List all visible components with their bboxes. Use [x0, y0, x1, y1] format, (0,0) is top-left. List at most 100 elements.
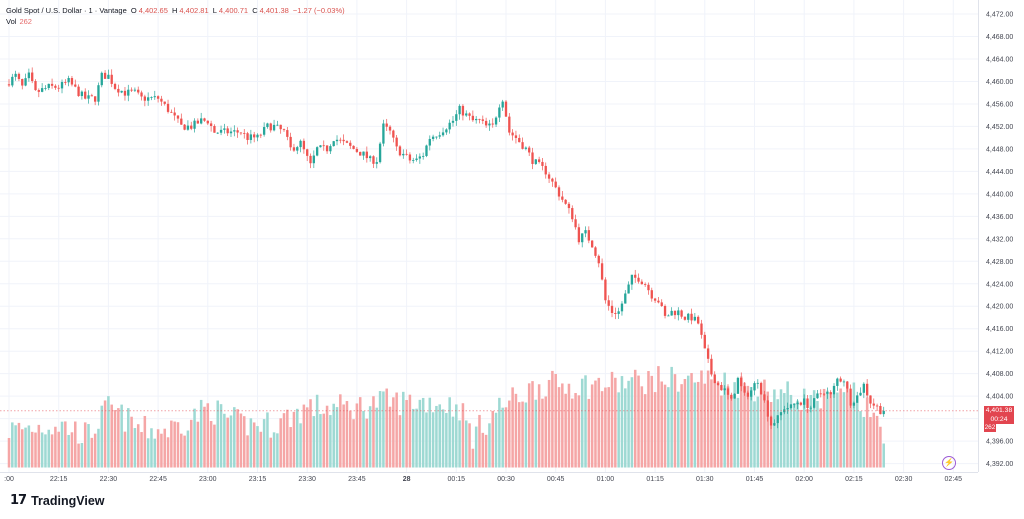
price-tick-label: 4,452.00: [986, 124, 1013, 131]
candle-body: [54, 85, 57, 88]
candle-body: [561, 196, 564, 200]
volume-bar: [130, 416, 133, 468]
candle-body: [47, 83, 50, 89]
volume-bar: [87, 424, 90, 468]
candle-body: [491, 123, 494, 125]
time-tick-label: 02:15: [845, 476, 863, 483]
volume-bar: [653, 392, 657, 468]
volume-bar: [382, 391, 385, 468]
volume-bar: [315, 394, 319, 468]
candle-body: [759, 382, 763, 395]
volume-bar: [855, 402, 859, 468]
volume-bar: [683, 379, 687, 468]
candle-body: [325, 145, 329, 152]
volume-bar: [242, 416, 246, 468]
volume-bar: [329, 415, 332, 468]
candle-body: [508, 116, 511, 133]
volume-bar: [590, 384, 594, 468]
volume-bar: [123, 431, 127, 468]
volume-bar: [127, 408, 130, 468]
volume-bar: [464, 420, 468, 468]
volume-bar: [37, 424, 41, 468]
candle-body: [531, 152, 534, 164]
symbol-title[interactable]: Gold Spot / U.S. Dollar · 1 · Vantage: [6, 6, 127, 15]
tradingview-brand[interactable]: 17 TradingView: [10, 493, 105, 508]
volume-bar: [415, 408, 418, 468]
candle-body: [670, 310, 673, 316]
candle-body: [720, 384, 723, 391]
volume-bar: [296, 408, 299, 468]
candle-body: [435, 136, 438, 138]
volume-bar: [514, 393, 518, 468]
candle-body: [57, 87, 60, 89]
candle-body: [799, 402, 803, 405]
volume-bar: [77, 443, 80, 468]
candle-body: [262, 127, 266, 135]
volume-bar: [236, 409, 239, 468]
volume-bar: [7, 437, 11, 468]
volume-bar: [352, 419, 355, 468]
lightning-icon[interactable]: ⚡: [942, 456, 956, 470]
volume-bar: [571, 398, 574, 468]
candle-body: [302, 140, 306, 150]
candle-body: [249, 134, 253, 140]
candle-body: [852, 402, 856, 406]
candle-body: [471, 115, 475, 121]
price-tick-label: 4,440.00: [986, 191, 1013, 198]
candle-body: [196, 120, 200, 124]
candle-body: [547, 174, 551, 179]
candle-body: [882, 410, 885, 415]
time-tick-label: 22:30: [100, 476, 118, 483]
volume-bar: [630, 377, 634, 468]
volume-bar: [50, 434, 54, 468]
volume-bar: [577, 395, 581, 468]
volume-bar: [428, 397, 432, 468]
volume-bar: [451, 416, 455, 468]
volume-bar: [471, 448, 475, 468]
candle-body: [624, 293, 627, 304]
candle-body: [322, 145, 325, 147]
candle-body: [756, 382, 759, 384]
time-tick-label: 02:00: [795, 476, 813, 483]
candle-body: [266, 123, 269, 128]
price-axis[interactable]: 4,472.00 4,468.00 4,464.00 4,460.00 4,456.00…: [986, 12, 1013, 469]
volume-label[interactable]: Vol: [6, 17, 17, 26]
candle-body: [786, 408, 789, 410]
candle-body: [415, 158, 418, 161]
volume-bar: [156, 429, 160, 468]
volume-bar: [44, 434, 47, 468]
candle-body: [339, 139, 342, 141]
volume-bar: [362, 410, 365, 468]
volume-bar: [799, 409, 803, 468]
volume-bar: [305, 407, 309, 468]
volume-bar: [647, 371, 650, 468]
price-tick-label: 4,460.00: [986, 79, 1013, 86]
volume-bar: [753, 401, 756, 468]
volume-bar: [332, 403, 335, 468]
candle-body: [647, 284, 650, 291]
candle-body: [44, 88, 47, 89]
candle-body: [773, 423, 776, 426]
time-axis[interactable]: :00 22:15 22:30 22:45 23:00 23:15 23:30 23:45 28…: [4, 476, 962, 483]
candle-body: [637, 277, 640, 282]
candle-body: [117, 88, 120, 93]
candle-body: [683, 316, 687, 320]
volume-bar: [143, 415, 147, 468]
volume-bar: [153, 438, 157, 468]
volume-bar: [541, 398, 544, 468]
volume-bar: [594, 380, 597, 468]
candle-body: [687, 313, 690, 320]
candle-body: [468, 113, 471, 116]
candle-body: [697, 316, 700, 324]
candle-body: [352, 145, 355, 149]
volume-bar: [342, 404, 345, 468]
volume-value: 262: [19, 17, 32, 26]
candle-body: [315, 147, 319, 156]
candle-body: [190, 125, 193, 129]
candle-body: [87, 95, 90, 99]
candle-body: [147, 97, 150, 101]
candle-body: [455, 114, 458, 121]
volume-bar: [107, 396, 110, 468]
